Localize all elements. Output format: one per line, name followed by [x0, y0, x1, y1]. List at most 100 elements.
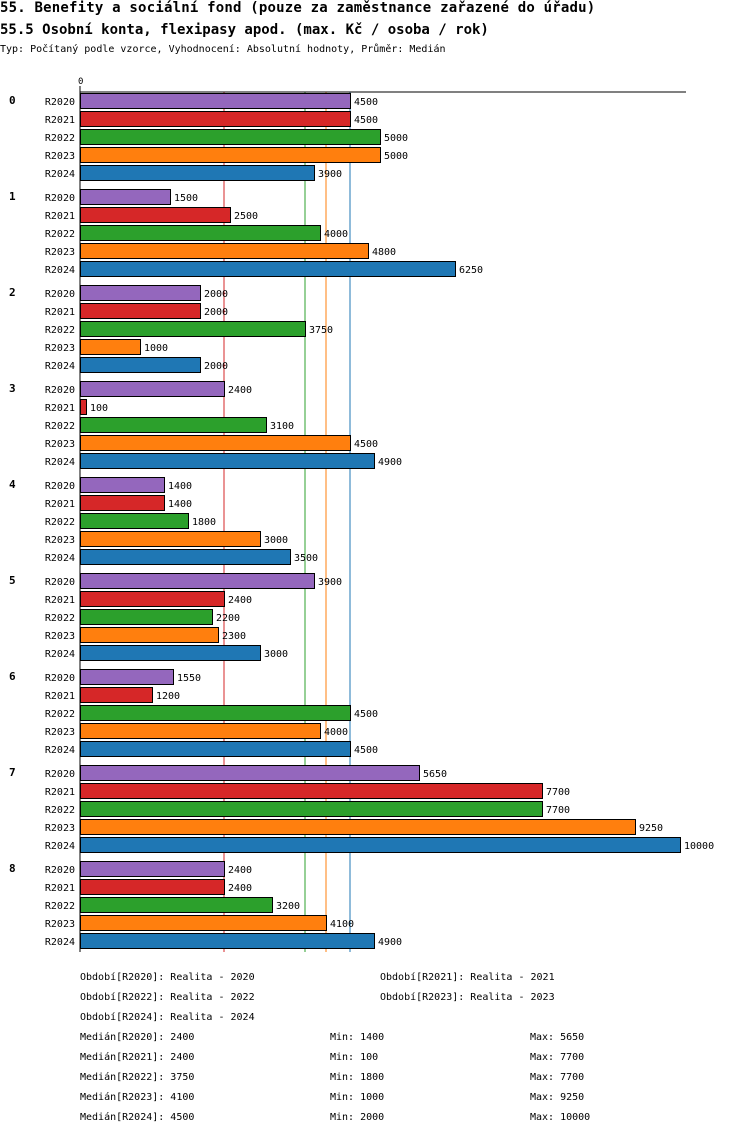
series-label-r2023: R2023	[45, 919, 75, 930]
bar-0-r2021	[80, 111, 351, 127]
value-label-8-r2020: 2400	[228, 865, 252, 876]
stat-median-r2022: Medián[R2022]: 3750	[80, 1072, 195, 1083]
value-label-3-r2021: 100	[90, 403, 108, 414]
bar-3-r2020	[80, 381, 225, 397]
stat-median-r2023: Medián[R2023]: 4100	[80, 1092, 195, 1103]
series-label-r2022: R2022	[45, 133, 75, 144]
series-label-r2022: R2022	[45, 421, 75, 432]
value-label-2-r2024: 2000	[204, 361, 228, 372]
value-label-3-r2024: 4900	[378, 457, 402, 468]
value-label-2-r2022: 3750	[309, 325, 333, 336]
bar-4-r2020	[80, 477, 165, 493]
series-label-r2023: R2023	[45, 823, 75, 834]
group-label-7: 7	[9, 766, 16, 779]
group-label-4: 4	[9, 478, 16, 491]
value-label-6-r2022: 4500	[354, 709, 378, 720]
bar-0-r2023	[80, 147, 381, 163]
bar-0-r2022	[80, 129, 381, 145]
stat-max-r2021: Max: 7700	[530, 1052, 585, 1063]
bar-3-r2022	[80, 417, 267, 433]
value-label-3-r2023: 4500	[354, 439, 378, 450]
series-label-r2022: R2022	[45, 709, 75, 720]
value-label-7-r2024: 10000	[684, 841, 714, 852]
value-label-0-r2024: 3900	[318, 169, 342, 180]
series-label-r2023: R2023	[45, 535, 75, 546]
bar-8-r2022	[80, 897, 273, 913]
group-label-6: 6	[9, 670, 16, 683]
bar-2-r2020	[80, 285, 201, 301]
series-label-r2023: R2023	[45, 727, 75, 738]
bar-1-r2020	[80, 189, 171, 205]
series-label-r2024: R2024	[45, 265, 75, 276]
value-label-8-r2024: 4900	[378, 937, 402, 948]
group-label-2: 2	[9, 286, 16, 299]
value-label-1-r2021: 2500	[234, 211, 258, 222]
value-label-4-r2021: 1400	[168, 499, 192, 510]
series-label-r2023: R2023	[45, 343, 75, 354]
bar-8-r2021	[80, 879, 225, 895]
bar-6-r2022	[80, 705, 351, 721]
chart-subtitle: 55.5 Osobní konta, flexipasy apod. (max.…	[0, 22, 489, 38]
stat-max-r2023: Max: 9250	[530, 1092, 585, 1103]
series-label-r2021: R2021	[45, 499, 75, 510]
bar-4-r2021	[80, 495, 165, 511]
value-label-4-r2024: 3500	[294, 553, 318, 564]
value-label-0-r2022: 5000	[384, 133, 408, 144]
value-label-6-r2023: 4000	[324, 727, 348, 738]
bar-5-r2021	[80, 591, 225, 607]
bar-6-r2024	[80, 741, 351, 757]
bar-8-r2024	[80, 933, 375, 949]
series-label-r2023: R2023	[45, 151, 75, 162]
stat-max-r2020: Max: 5650	[530, 1032, 585, 1043]
value-label-2-r2020: 2000	[204, 289, 228, 300]
series-label-r2023: R2023	[45, 439, 75, 450]
bar-6-r2021	[80, 687, 153, 703]
series-label-r2024: R2024	[45, 937, 75, 948]
bar-0-r2024	[80, 165, 315, 181]
bar-4-r2023	[80, 531, 261, 547]
bar-1-r2024	[80, 261, 456, 277]
series-label-r2020: R2020	[45, 385, 75, 396]
series-label-r2020: R2020	[45, 193, 75, 204]
value-label-6-r2024: 4500	[354, 745, 378, 756]
bar-5-r2022	[80, 609, 213, 625]
value-label-3-r2020: 2400	[228, 385, 252, 396]
value-label-5-r2022: 2200	[216, 613, 240, 624]
bar-4-r2024	[80, 549, 291, 565]
value-label-7-r2022: 7700	[546, 805, 570, 816]
bar-1-r2021	[80, 207, 231, 223]
group-label-1: 1	[9, 190, 16, 203]
x-axis-zero-label: 0	[78, 77, 83, 87]
group-label-8: 8	[9, 862, 16, 875]
series-label-r2023: R2023	[45, 631, 75, 642]
value-label-7-r2021: 7700	[546, 787, 570, 798]
group-label-3: 3	[9, 382, 16, 395]
value-label-0-r2023: 5000	[384, 151, 408, 162]
series-label-r2024: R2024	[45, 745, 75, 756]
legend-period-r2023: Období[R2023]: Realita - 2023	[380, 992, 555, 1003]
legend-period-r2020: Období[R2020]: Realita - 2020	[80, 972, 255, 983]
value-label-2-r2023: 1000	[144, 343, 168, 354]
bar-5-r2023	[80, 627, 219, 643]
value-label-0-r2020: 4500	[354, 97, 378, 108]
value-label-5-r2021: 2400	[228, 595, 252, 606]
value-label-5-r2024: 3000	[264, 649, 288, 660]
series-label-r2021: R2021	[45, 115, 75, 126]
series-label-r2023: R2023	[45, 247, 75, 258]
series-label-r2022: R2022	[45, 229, 75, 240]
value-label-4-r2023: 3000	[264, 535, 288, 546]
stat-min-r2024: Min: 2000	[330, 1112, 385, 1123]
series-label-r2024: R2024	[45, 553, 75, 564]
stat-max-r2022: Max: 7700	[530, 1072, 585, 1083]
value-label-2-r2021: 2000	[204, 307, 228, 318]
bar-6-r2020	[80, 669, 174, 685]
bar-7-r2020	[80, 765, 420, 781]
stat-median-r2024: Medián[R2024]: 4500	[80, 1112, 195, 1123]
series-label-r2022: R2022	[45, 805, 75, 816]
series-label-r2024: R2024	[45, 169, 75, 180]
series-label-r2020: R2020	[45, 673, 75, 684]
series-label-r2022: R2022	[45, 613, 75, 624]
value-label-5-r2020: 3900	[318, 577, 342, 588]
value-label-4-r2020: 1400	[168, 481, 192, 492]
